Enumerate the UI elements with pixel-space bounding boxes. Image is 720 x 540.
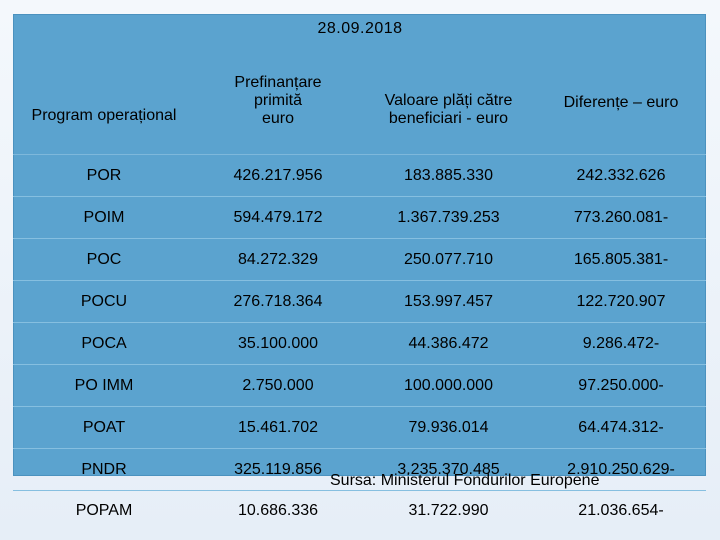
cell-program: PO IMM (13, 364, 195, 407)
table-row: POIM 594.479.172 1.367.739.253 773.260.081- (13, 196, 706, 239)
cell-prefinantare: 10.686.336 (237, 502, 319, 519)
table-row: POCA 35.100.000 44.386.472 9.286.472- (13, 322, 706, 365)
cell-valoare: 250.077.710 (361, 238, 536, 281)
table-header-row: Program operațional Prefinanțare primită… (13, 48, 706, 155)
header-prefinantare-line: euro (261, 110, 295, 127)
header-program: Program operațional (13, 48, 195, 155)
cell-diferente: 242.332.626 (536, 154, 706, 197)
header-valoare-line: beneficiari - euro (388, 110, 509, 127)
header-valoare: Valoare plăți către beneficiari - euro (361, 48, 536, 155)
cell-prefinantare: 594.479.172 (195, 196, 361, 239)
cell-valoare: 153.997.457 (361, 280, 536, 323)
cell-prefinantare: 35.100.000 (195, 322, 361, 365)
cell-diferente: 165.805.381- (536, 238, 706, 281)
cell-program: POC (13, 238, 195, 281)
cell-valoare: 44.386.472 (361, 322, 536, 365)
table-row: POPAM 10.686.336 31.722.990 21.036.654- (13, 491, 706, 532)
cell-program: POAT (13, 406, 195, 449)
cell-valoare: 31.722.990 (408, 502, 489, 519)
header-prefinantare-line: primită (253, 92, 302, 109)
table-row: POAT 15.461.702 79.936.014 64.474.312- (13, 406, 706, 449)
header-diferente: Diferențe – euro (536, 48, 706, 155)
source-note: Sursa: Ministerul Fondurilor Europene (330, 472, 600, 489)
cell-valoare: 79.936.014 (361, 406, 536, 449)
cell-program: POCU (13, 280, 195, 323)
table-row: POC 84.272.329 250.077.710 165.805.381- (13, 238, 706, 281)
cell-program: POIM (13, 196, 195, 239)
cell-program: PNDR (13, 448, 195, 491)
cell-diferente: 64.474.312- (536, 406, 706, 449)
cell-prefinantare: 426.217.956 (195, 154, 361, 197)
table-row: PNDR 325.119.856 3.235.370.485 2.910.250.62… (13, 448, 706, 491)
cell-valoare: 100.000.000 (361, 364, 536, 407)
cell-diferente: 122.720.907 (536, 280, 706, 323)
cell-prefinantare: 84.272.329 (195, 238, 361, 281)
table-row: POCU 276.718.364 153.997.457 122.720.907 (13, 280, 706, 323)
header-prefinantare: Prefinanțare primită euro (195, 48, 361, 155)
cell-program: POPAM (75, 502, 133, 519)
table-row: PO IMM 2.750.000 100.000.000 97.250.000- (13, 364, 706, 407)
header-valoare-line: Valoare plăți către (384, 92, 513, 109)
cell-valoare: 183.885.330 (361, 154, 536, 197)
cell-diferente: 97.250.000- (536, 364, 706, 407)
cell-diferente: 21.036.654- (578, 502, 664, 519)
cell-prefinantare: 15.461.702 (195, 406, 361, 449)
table-row: POR 426.217.956 183.885.330 242.332.626 (13, 154, 706, 197)
table-body: POR 426.217.956 183.885.330 242.332.626 POIM… (13, 154, 706, 532)
cell-prefinantare: 2.750.000 (195, 364, 361, 407)
report-date: 28.09.2018 (317, 20, 403, 37)
cell-prefinantare: 276.718.364 (195, 280, 361, 323)
cell-diferente: 2.910.250.629- (536, 448, 706, 491)
cell-valoare: 3.235.370.485 (361, 448, 536, 491)
cell-prefinantare: 325.119.856 (195, 448, 361, 491)
cell-diferente: 9.286.472- (536, 322, 706, 365)
header-prefinantare-line: Prefinanțare (234, 74, 322, 91)
cell-program: POR (13, 154, 195, 197)
cell-diferente: 773.260.081- (536, 196, 706, 239)
cell-program: POCA (13, 322, 195, 365)
funds-table: Program operațional Prefinanțare primită… (13, 48, 706, 531)
cell-valoare: 1.367.739.253 (361, 196, 536, 239)
